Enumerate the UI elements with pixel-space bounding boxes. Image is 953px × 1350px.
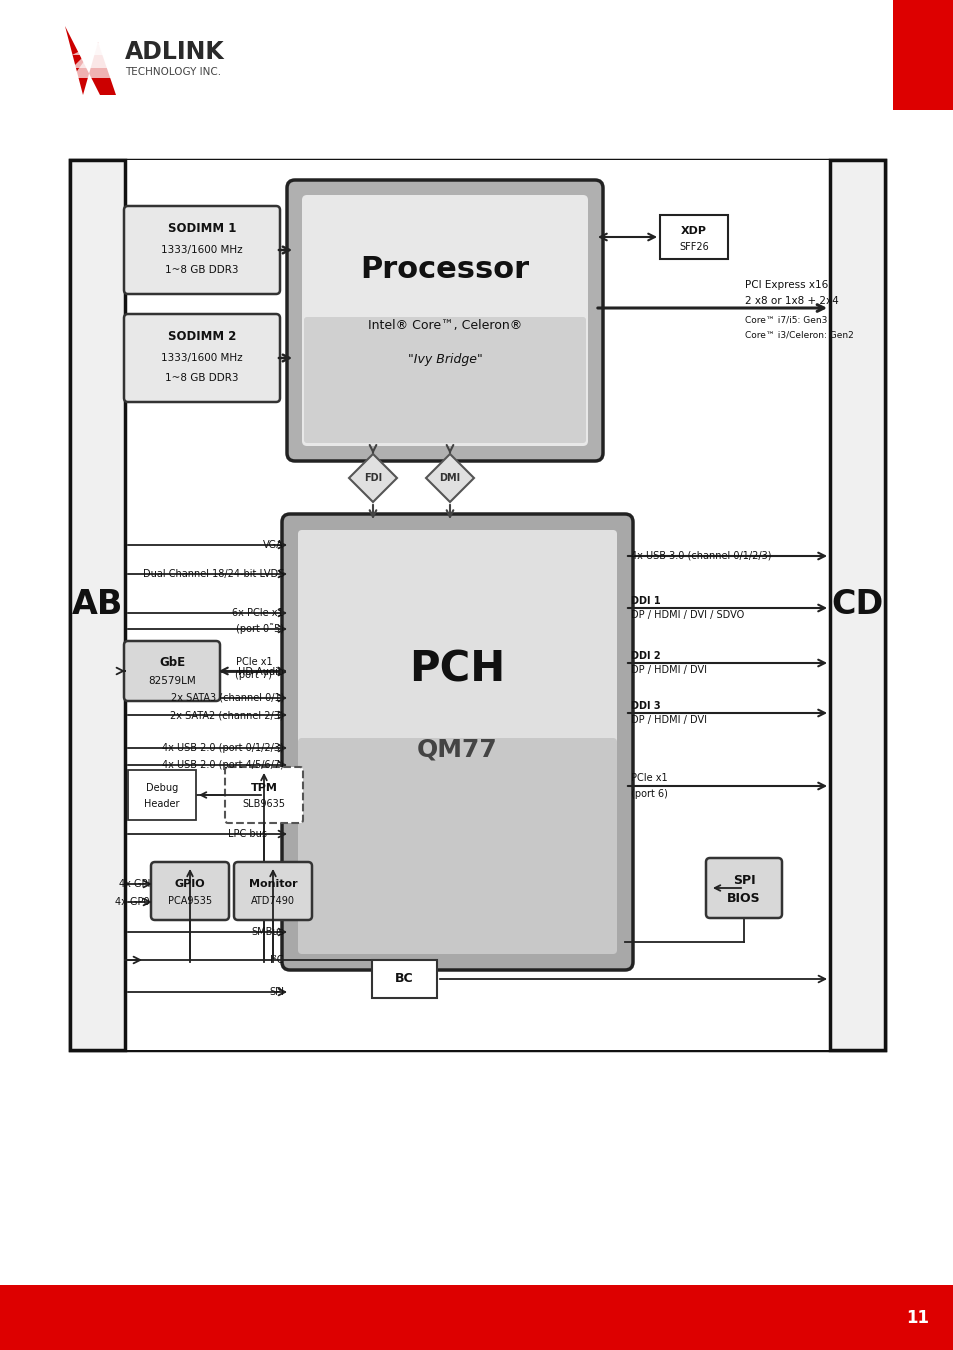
- Text: XDP: XDP: [680, 225, 706, 236]
- Polygon shape: [349, 454, 396, 502]
- Text: CD: CD: [830, 589, 882, 621]
- FancyBboxPatch shape: [705, 859, 781, 918]
- Text: (port 6): (port 6): [630, 788, 667, 799]
- FancyBboxPatch shape: [297, 738, 617, 954]
- Text: 2x SATA3 (channel 0/1): 2x SATA3 (channel 0/1): [171, 693, 284, 703]
- Text: "Ivy Bridge": "Ivy Bridge": [407, 354, 482, 366]
- Text: AB: AB: [71, 589, 123, 621]
- Text: 1333/1600 MHz: 1333/1600 MHz: [161, 352, 243, 363]
- Text: SMBus: SMBus: [251, 927, 284, 937]
- Text: 1~8 GB DDR3: 1~8 GB DDR3: [165, 265, 238, 275]
- Polygon shape: [426, 454, 474, 502]
- Bar: [125, 161, 829, 1050]
- FancyBboxPatch shape: [124, 207, 280, 294]
- Text: DMI: DMI: [439, 472, 460, 483]
- Text: HD Audio: HD Audio: [238, 667, 284, 676]
- Text: PCIe x1: PCIe x1: [630, 774, 667, 783]
- Text: SODIMM 1: SODIMM 1: [168, 221, 236, 235]
- Text: BIOS: BIOS: [726, 891, 760, 904]
- FancyBboxPatch shape: [302, 194, 587, 446]
- Text: SLB9635: SLB9635: [242, 799, 285, 809]
- FancyBboxPatch shape: [233, 863, 312, 919]
- Text: (port 0˜5): (port 0˜5): [235, 624, 284, 634]
- Text: SODIMM 2: SODIMM 2: [168, 329, 236, 343]
- Text: TECHNOLOGY INC.: TECHNOLOGY INC.: [125, 68, 221, 77]
- Text: GPIO: GPIO: [174, 879, 205, 890]
- Bar: [0, 1285, 953, 1350]
- FancyBboxPatch shape: [124, 641, 220, 701]
- Text: TPM: TPM: [251, 783, 277, 792]
- Text: SPI: SPI: [732, 873, 755, 887]
- Text: LPC bus: LPC bus: [229, 829, 267, 838]
- Bar: [659, 215, 727, 259]
- Text: BC: BC: [395, 972, 414, 986]
- Polygon shape: [71, 42, 116, 68]
- Text: FDI: FDI: [363, 472, 381, 483]
- Text: Dual Channel 18/24-bit LVDS: Dual Channel 18/24-bit LVDS: [143, 568, 284, 579]
- Polygon shape: [71, 42, 116, 55]
- Text: Header: Header: [144, 799, 179, 809]
- Text: DDI 2: DDI 2: [630, 651, 659, 661]
- Text: Core™ i3/Celeron: Gen2: Core™ i3/Celeron: Gen2: [744, 331, 853, 339]
- Bar: [70, 161, 125, 1050]
- FancyBboxPatch shape: [282, 514, 633, 971]
- Text: I²C: I²C: [271, 954, 284, 965]
- Text: (port 7): (port 7): [235, 670, 273, 680]
- Text: SPI: SPI: [269, 987, 284, 998]
- Text: VGA: VGA: [263, 540, 284, 549]
- Bar: [372, 960, 436, 998]
- Text: Debug: Debug: [146, 783, 178, 792]
- Bar: [128, 769, 195, 819]
- FancyBboxPatch shape: [225, 767, 303, 824]
- Text: 1333/1600 MHz: 1333/1600 MHz: [161, 244, 243, 255]
- Text: 82579LM: 82579LM: [148, 676, 195, 686]
- FancyBboxPatch shape: [124, 315, 280, 402]
- Polygon shape: [71, 42, 116, 78]
- Text: DP / HDMI / DVI: DP / HDMI / DVI: [630, 666, 706, 675]
- Text: PCA9535: PCA9535: [168, 896, 212, 906]
- Text: QM77: QM77: [416, 738, 497, 761]
- Text: Monitor: Monitor: [249, 879, 297, 890]
- Text: DDI 1: DDI 1: [630, 595, 659, 606]
- Text: Core™ i7/i5: Gen3: Core™ i7/i5: Gen3: [744, 316, 826, 324]
- FancyBboxPatch shape: [297, 531, 617, 757]
- Text: 11: 11: [905, 1310, 928, 1327]
- Text: DP / HDMI / DVI / SDVO: DP / HDMI / DVI / SDVO: [630, 610, 743, 620]
- Text: 4x USB 3.0 (channel 0/1/2/3): 4x USB 3.0 (channel 0/1/2/3): [630, 551, 771, 562]
- Bar: [70, 161, 884, 1050]
- Text: 1~8 GB DDR3: 1~8 GB DDR3: [165, 373, 238, 383]
- Text: Intel® Core™, Celeron®: Intel® Core™, Celeron®: [368, 319, 521, 332]
- Text: Processor: Processor: [360, 255, 529, 285]
- Text: 4x USB 2.0 (port 4/5/6/7): 4x USB 2.0 (port 4/5/6/7): [162, 760, 284, 770]
- Text: DDI 3: DDI 3: [630, 701, 659, 711]
- Text: PCH: PCH: [409, 649, 505, 691]
- Polygon shape: [65, 26, 116, 94]
- Bar: [892, 0, 953, 109]
- Text: ADLINK: ADLINK: [125, 40, 225, 63]
- Text: DP / HDMI / DVI: DP / HDMI / DVI: [630, 716, 706, 725]
- Text: 2 x8 or 1x8 + 2x4: 2 x8 or 1x8 + 2x4: [744, 296, 838, 306]
- FancyBboxPatch shape: [287, 180, 602, 460]
- Text: 4x USB 2.0 (port 0/1/2/3): 4x USB 2.0 (port 0/1/2/3): [162, 743, 284, 753]
- Text: GbE: GbE: [159, 656, 185, 670]
- Text: 2x SATA2 (channel 2/3): 2x SATA2 (channel 2/3): [171, 710, 284, 720]
- Text: 4x GP0: 4x GP0: [115, 896, 150, 907]
- Bar: [829, 161, 884, 1050]
- Text: ATD7490: ATD7490: [251, 896, 294, 906]
- Text: 6x PCIe x1: 6x PCIe x1: [233, 608, 284, 618]
- FancyBboxPatch shape: [151, 863, 229, 919]
- Text: PCIe x1: PCIe x1: [235, 657, 272, 667]
- Text: 4x GPI: 4x GPI: [118, 879, 150, 890]
- Text: PCI Express x16: PCI Express x16: [744, 279, 827, 290]
- Text: SFF26: SFF26: [679, 242, 708, 252]
- FancyBboxPatch shape: [304, 317, 585, 443]
